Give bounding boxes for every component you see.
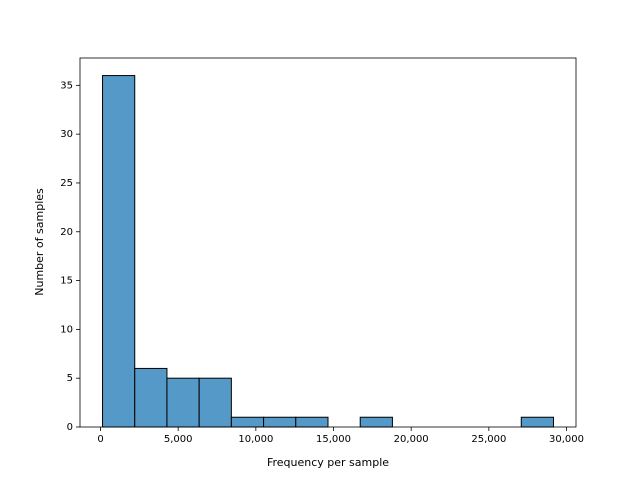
x-tick-label: 25,000 bbox=[471, 434, 506, 445]
bar bbox=[263, 416, 297, 428]
plot-frame bbox=[79, 57, 577, 428]
y-tick-label: 30 bbox=[60, 129, 73, 140]
y-tick-label: 35 bbox=[60, 80, 73, 91]
x-tick-label: 5,000 bbox=[164, 434, 193, 445]
x-axis-label: Frequency per sample bbox=[267, 456, 389, 469]
bar bbox=[230, 416, 265, 428]
y-axis-label: Number of samples bbox=[33, 188, 46, 296]
y-tick-label: 5 bbox=[67, 373, 73, 384]
x-tick-label: 20,000 bbox=[394, 434, 429, 445]
bar bbox=[198, 377, 232, 428]
bar bbox=[295, 416, 329, 428]
x-tick-label: 15,000 bbox=[316, 434, 351, 445]
bar bbox=[520, 416, 554, 428]
x-tick-label: 30,000 bbox=[549, 434, 584, 445]
bar bbox=[134, 367, 168, 428]
y-tick-label: 0 bbox=[67, 422, 73, 433]
x-tick-label: 10,000 bbox=[238, 434, 273, 445]
bar bbox=[166, 377, 200, 428]
y-tick-label: 25 bbox=[60, 178, 73, 189]
y-tick-label: 15 bbox=[60, 276, 73, 287]
x-tick-label: 0 bbox=[97, 434, 103, 445]
bar bbox=[359, 416, 393, 428]
bar bbox=[102, 75, 136, 428]
y-tick-label: 10 bbox=[60, 324, 73, 335]
y-tick-label: 20 bbox=[60, 227, 73, 238]
